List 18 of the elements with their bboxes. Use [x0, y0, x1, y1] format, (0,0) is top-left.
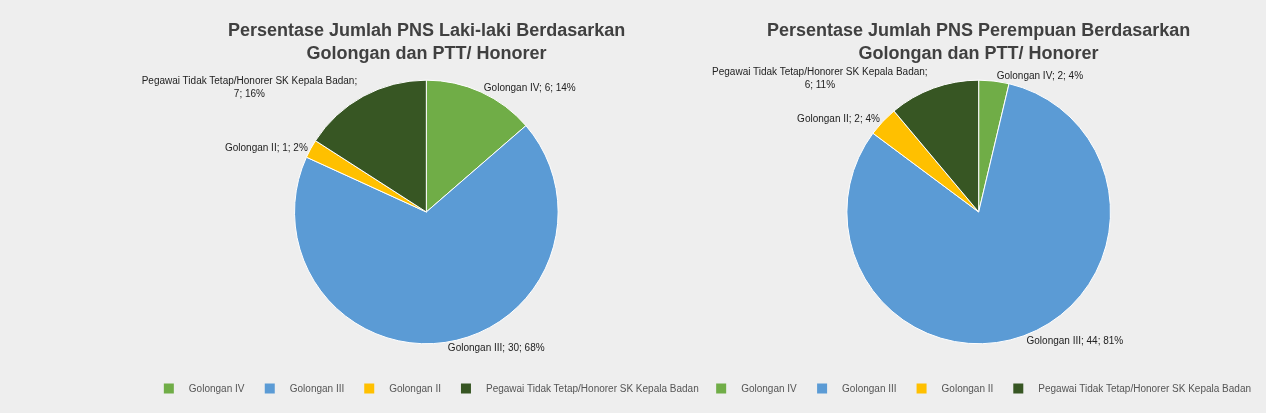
legend-label: Pegawai Tidak Tetap/Honorer SK Kepala Badan: [485, 383, 699, 395]
chart-title: Persentase Jumlah PNS Laki-laki Berdasarkan Golongan dan PTT/ Honorer: [228, 20, 626, 64]
data-label: Golongan III; 44; 81%: [1026, 335, 1124, 347]
data-label: Pegawai Tidak Tetap/Honorer SK Kepala Badan; 7; 16%: [141, 75, 358, 100]
data-label: Golongan III; 30; 68%: [447, 342, 545, 354]
data-label: Pegawai Tidak Tetap/Honorer SK Kepala Badan; 6; 11%: [712, 65, 928, 90]
legend-label: Golongan IV: [188, 383, 245, 395]
data-label: Golongan II; 1; 2%: [224, 142, 308, 154]
chart-title: Persentase Jumlah PNS Perempuan Berdasarkan Golongan dan PTT/ Honorer: [767, 20, 1191, 64]
legend-label: Golongan III: [289, 383, 345, 395]
data-label: Golongan II; 2; 4%: [797, 113, 881, 125]
legend-label: Golongan II: [941, 383, 994, 395]
legend-label: Golongan IV: [741, 383, 798, 395]
data-label: Golongan IV; 2; 4%: [996, 70, 1084, 82]
legend-label: Golongan II: [389, 383, 441, 395]
data-label: Golongan IV; 6; 14%: [483, 82, 576, 94]
legend-label: Golongan III: [842, 383, 897, 395]
legend-label: Pegawai Tidak Tetap/Honorer SK Kepala Badan: [1038, 383, 1252, 395]
